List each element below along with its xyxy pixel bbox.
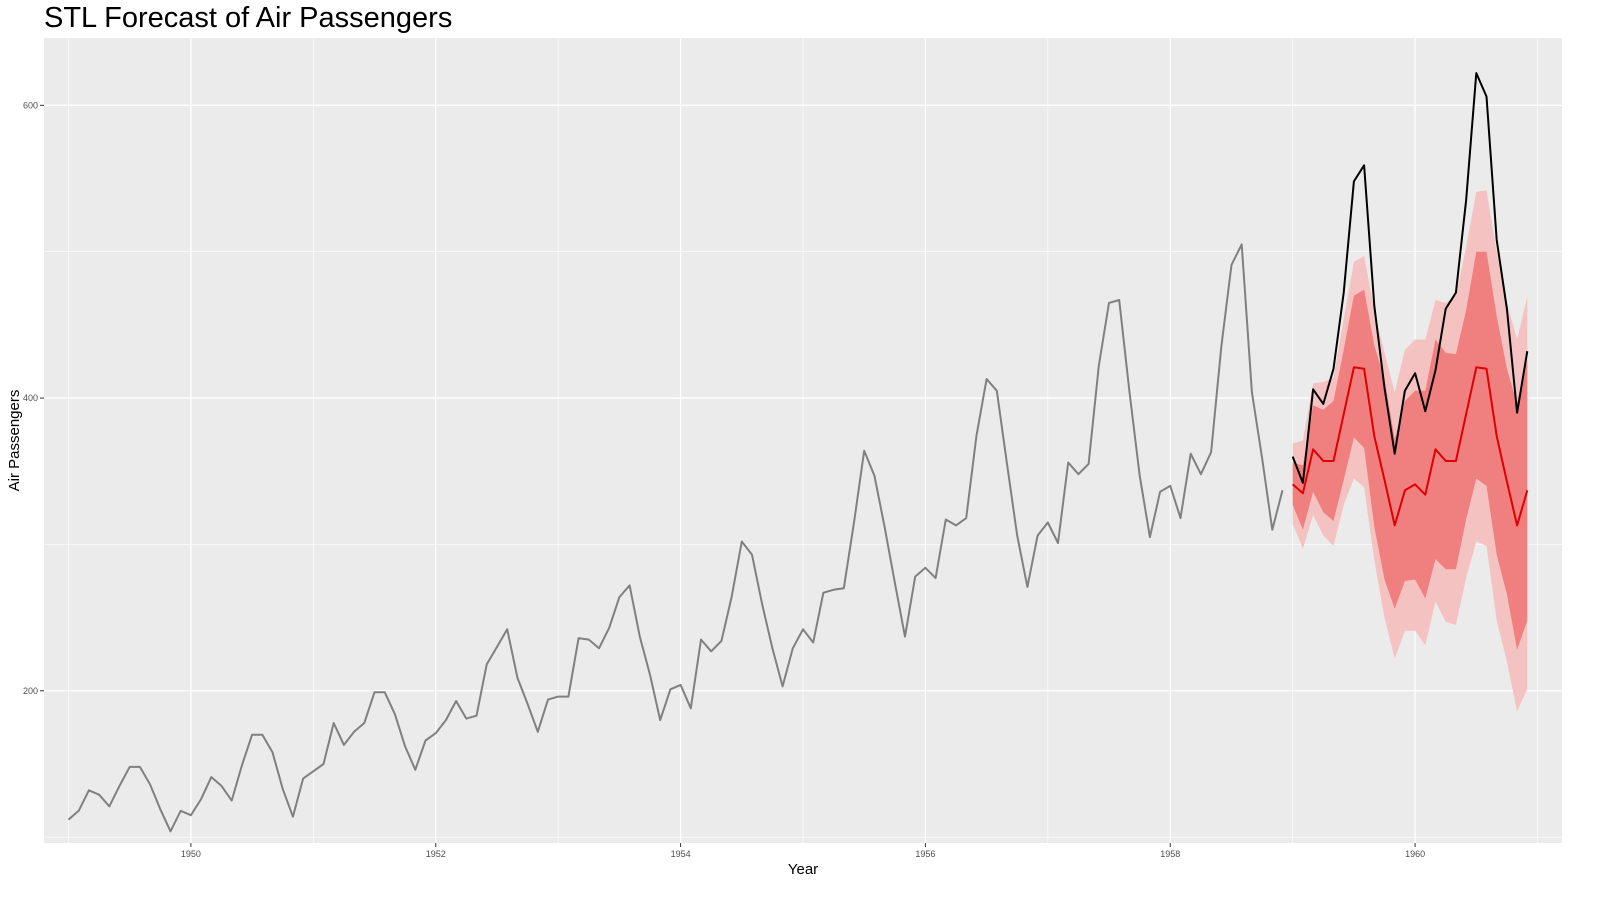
x-tick-label: 1954 [671,849,691,859]
x-tick-label: 1958 [1160,849,1180,859]
grid-lines [44,38,1562,843]
forecast-line [1292,366,1529,527]
x-tick-label: 1952 [426,849,446,859]
x-tick-label: 1950 [181,849,201,859]
y-tick-label: 200 [23,686,38,696]
chart-title: STL Forecast of Air Passengers [44,2,453,34]
x-tick-label: 1960 [1405,849,1425,859]
axes: 1950 1952 1954 1956 1958 1960 200 400 600 [23,100,1425,859]
series-lines [67,72,1529,833]
x-axis-title: Year [788,861,818,878]
band-80-percent [1292,251,1528,650]
y-tick-label: 400 [23,393,38,403]
actual-line [1291,72,1529,484]
y-axis-title: Air Passengers [6,390,23,492]
y-tick-label: 600 [23,100,38,110]
x-tick-label: 1956 [915,849,935,859]
prediction-intervals [1292,190,1528,712]
history-line [67,243,1284,833]
